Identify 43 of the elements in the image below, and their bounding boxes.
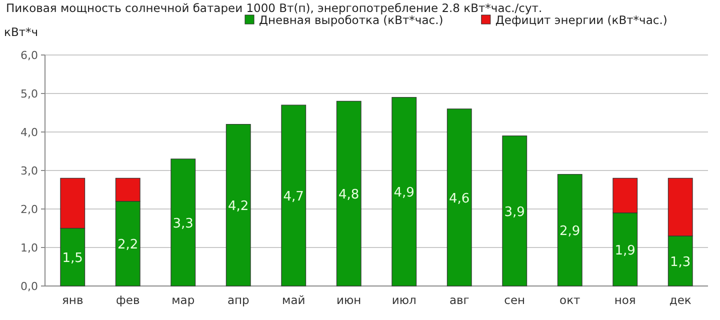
x-tick-label: дек [669,293,692,307]
data-label: 4,2 [228,199,249,214]
data-label: 4,8 [338,188,360,203]
x-tick-label: апр [227,293,250,307]
y-tick-label: 2,0 [20,203,38,216]
x-tick-label: мар [172,293,195,307]
x-tick-label: авг [449,293,470,307]
bar [502,136,528,286]
bar [281,104,306,286]
y-tick-label: 6,0 [20,49,38,62]
y-tick-label: 0,0 [20,280,38,293]
data-label: 3,9 [504,204,525,220]
y-tick-label: 1,0 [20,242,38,254]
y-tick-label: 5,0 [20,88,38,100]
data-label: 3,3 [172,216,194,232]
x-tick-label: фев [116,293,140,307]
x-tick-label: янв [62,293,84,307]
legend-label: Дефицит энергии (кВт*час.) [495,13,668,27]
x-tick-label: июл [392,293,416,307]
data-label: 1,9 [614,243,636,258]
data-label: 1,3 [670,254,691,270]
x-tick-label: июн [336,293,362,307]
x-tick-label: май [282,293,306,307]
bar [557,174,582,286]
y-tick-label: 3,0 [20,164,38,178]
data-label: 4,7 [283,190,304,205]
legend-label: Дневная выроботка (кВт*час.) [259,13,444,27]
x-tick-label: ноя [614,293,636,307]
data-label: 4,9 [394,186,414,201]
bar [170,158,196,286]
y-tick-label: 4,0 [20,126,38,139]
chart-title: Пиковая мощность солнечной батареи 1000 Вт(п), энергопотребление 2.8 кВт*час./сут. [6,1,542,15]
y-axis-title: кВт*ч [4,25,38,39]
data-label: 2,9 [560,224,580,240]
x-tick-label: окт [560,293,581,307]
data-label: 4,6 [449,191,470,206]
data-label: 2,2 [118,238,138,253]
data-label: 1,5 [62,251,83,266]
bar [392,97,417,286]
bar [446,108,472,286]
x-tick-label: сен [504,293,526,307]
bar [226,124,251,286]
bar [336,100,362,286]
